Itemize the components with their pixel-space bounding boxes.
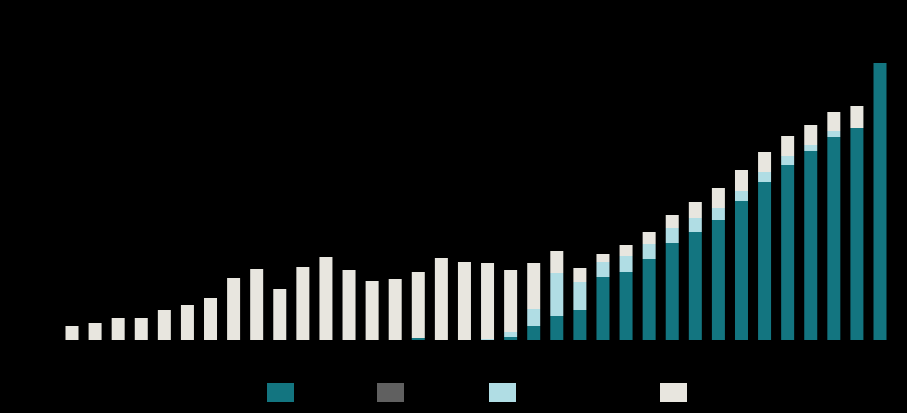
bar-segment bbox=[88, 323, 102, 340]
bar-segment bbox=[850, 128, 864, 340]
legend-swatch bbox=[267, 383, 294, 402]
bar-segment bbox=[573, 282, 587, 310]
bar-segment bbox=[504, 337, 518, 340]
bar-segment bbox=[642, 244, 656, 259]
bar-segment bbox=[273, 289, 287, 340]
bar-segment bbox=[596, 254, 610, 262]
bar-segment bbox=[550, 273, 564, 316]
bar-segment bbox=[411, 338, 425, 340]
bar-segment bbox=[734, 191, 748, 201]
bar-segment bbox=[688, 232, 702, 340]
bar-segment bbox=[665, 215, 679, 228]
bar-segment bbox=[596, 262, 610, 277]
bar-segment bbox=[619, 256, 633, 272]
bar-segment bbox=[573, 310, 587, 340]
bar-segment bbox=[688, 218, 702, 232]
bar-segment bbox=[157, 310, 171, 340]
bar-segment bbox=[827, 112, 841, 131]
bar-segment bbox=[504, 332, 518, 337]
bar-segment bbox=[827, 131, 841, 137]
bar-segment bbox=[873, 63, 887, 340]
bar-segment bbox=[527, 326, 541, 340]
bar-segment bbox=[111, 318, 125, 340]
bar-segment bbox=[180, 305, 194, 340]
bar-segment bbox=[804, 151, 818, 340]
bar-segment bbox=[434, 258, 448, 340]
bar-segment bbox=[711, 208, 725, 220]
bar-segment bbox=[758, 182, 772, 340]
bar-segment bbox=[688, 202, 702, 218]
bar-segment bbox=[734, 201, 748, 340]
bar-segment bbox=[619, 272, 633, 340]
bar-segment bbox=[665, 228, 679, 243]
bar-segment bbox=[527, 263, 541, 309]
legend-swatch bbox=[660, 383, 687, 402]
bar-segment bbox=[481, 339, 495, 340]
bar-segment bbox=[527, 309, 541, 326]
bar-segment bbox=[804, 145, 818, 151]
bar-segment bbox=[134, 318, 148, 340]
bar-segment bbox=[665, 243, 679, 340]
bar-segment bbox=[227, 278, 241, 340]
bar-segment bbox=[827, 137, 841, 340]
bar-segment bbox=[642, 259, 656, 340]
bar-segment bbox=[388, 279, 402, 340]
bar-segment bbox=[711, 188, 725, 208]
bar-segment bbox=[758, 152, 772, 172]
legend-swatch bbox=[489, 383, 516, 402]
bar-segment bbox=[804, 125, 818, 145]
bar-segment bbox=[850, 106, 864, 128]
bar-segment bbox=[204, 298, 218, 340]
bar-segment bbox=[734, 170, 748, 191]
bar-segment bbox=[342, 270, 356, 340]
bar-segment bbox=[781, 156, 795, 165]
bar-segment bbox=[550, 316, 564, 340]
bar-segment bbox=[711, 220, 725, 340]
bar-segment bbox=[365, 281, 379, 340]
bar-segment bbox=[411, 272, 425, 338]
bar-segment bbox=[619, 245, 633, 256]
bar-segment bbox=[481, 263, 495, 339]
bar-segment bbox=[781, 136, 795, 156]
bar-segment bbox=[758, 172, 772, 182]
bar-segment bbox=[573, 268, 587, 282]
bar-segment bbox=[504, 270, 518, 332]
legend-swatch bbox=[377, 383, 404, 402]
bar-segment bbox=[550, 251, 564, 273]
bar-segment bbox=[65, 326, 79, 340]
bar-segment bbox=[296, 267, 310, 340]
bar-segment bbox=[596, 277, 610, 340]
bar-segment bbox=[781, 165, 795, 340]
bar-segment bbox=[642, 232, 656, 244]
bar-segment bbox=[457, 262, 471, 340]
bar-segment bbox=[250, 269, 264, 340]
bar-segment bbox=[319, 257, 333, 340]
